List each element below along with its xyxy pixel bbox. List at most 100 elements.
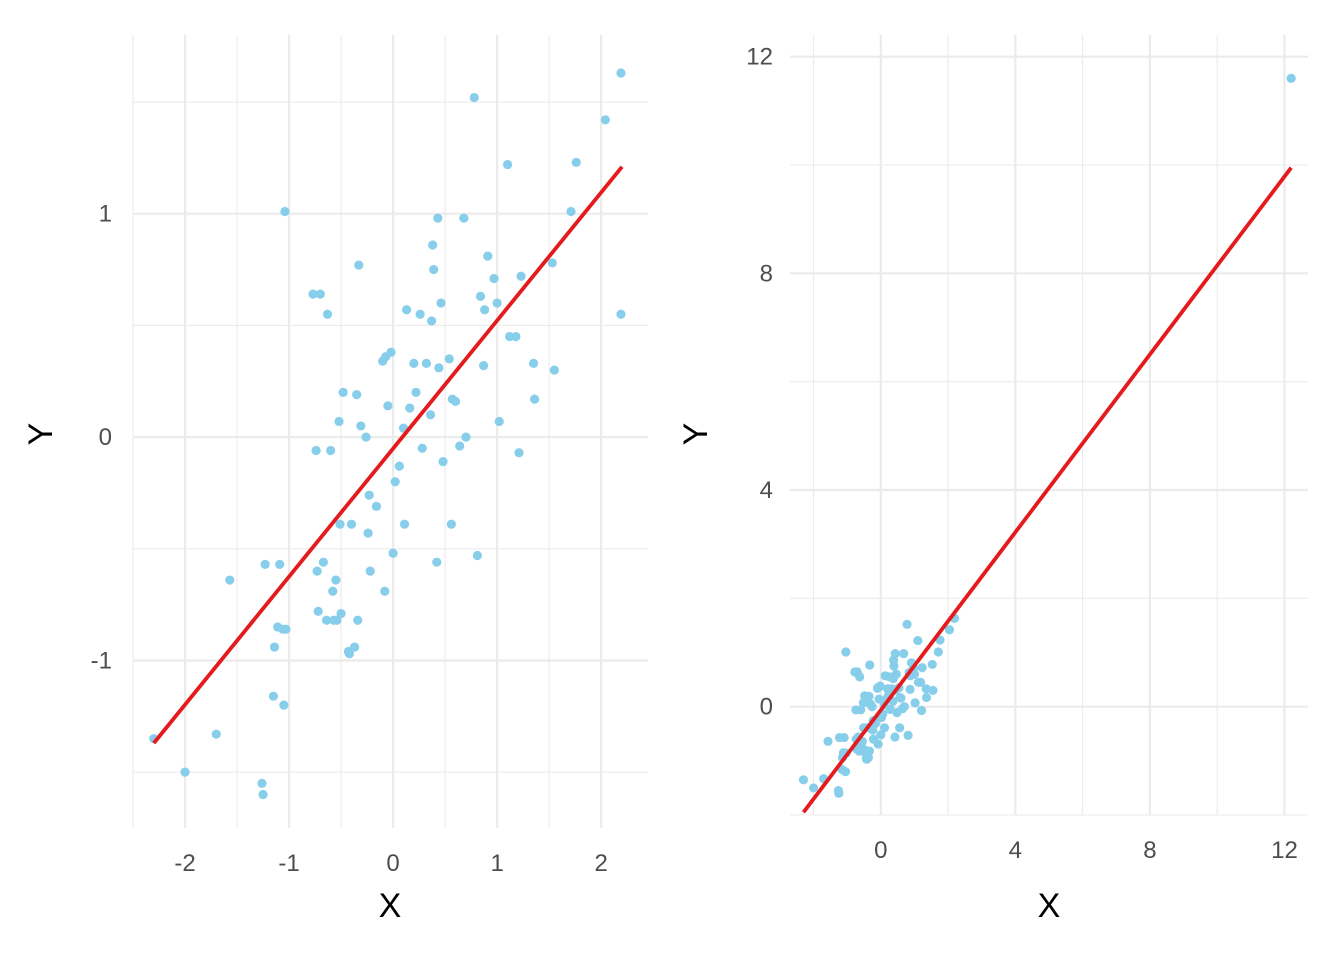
grid-lines (132, 35, 648, 828)
data-point (444, 354, 454, 364)
data-point (516, 271, 526, 281)
data-point (399, 519, 410, 529)
data-point (909, 669, 920, 679)
data-point (335, 519, 345, 529)
data-point (380, 586, 390, 596)
regression-line (152, 165, 624, 745)
data-point (475, 291, 486, 301)
data-point (455, 441, 465, 451)
y-tick-label: -1 (91, 647, 112, 674)
data-point (425, 410, 436, 420)
x-tick-label: 1 (490, 850, 503, 877)
y-tick-label: 0 (760, 694, 773, 721)
data-point (346, 519, 357, 529)
data-point (511, 331, 521, 342)
data-point (913, 635, 923, 646)
data-point (332, 615, 342, 625)
data-point (432, 557, 442, 567)
data-point (257, 778, 267, 788)
data-point (902, 619, 912, 629)
data-point (363, 528, 373, 538)
data-point (616, 68, 626, 78)
data-point (225, 575, 235, 585)
data-point (353, 615, 363, 625)
data-point (502, 159, 513, 170)
y-tick-label: 1 (99, 201, 112, 228)
x-tick-label: 2 (595, 850, 608, 877)
data-point (281, 624, 291, 634)
data-point (446, 519, 456, 529)
y-tick-label: 0 (99, 424, 112, 451)
data-point (895, 723, 905, 733)
x-tick-label: 0 (386, 850, 399, 877)
x-tick-label: 0 (874, 837, 887, 864)
data-point (312, 566, 322, 576)
data-point (394, 461, 404, 471)
data-point (388, 548, 398, 558)
data-point (549, 365, 559, 375)
data-point (260, 559, 270, 570)
y-tick-label: 8 (760, 260, 773, 287)
data-point (469, 92, 479, 103)
data-point (910, 698, 920, 708)
data-point (433, 213, 443, 223)
data-point (328, 586, 338, 596)
data-point (494, 416, 504, 427)
data-point (411, 387, 421, 398)
data-point (386, 347, 396, 357)
x-tick-label: -2 (174, 850, 195, 877)
data-point (566, 206, 576, 217)
data-point (917, 663, 927, 673)
data-point (528, 358, 539, 368)
data-point (899, 648, 909, 659)
data-point (459, 213, 469, 223)
left-scatter-panel: -2 -1 0 1 2 -1 0 1 X Y (22, 35, 648, 925)
data-point (903, 730, 913, 740)
data-point (840, 767, 851, 777)
data-point (916, 705, 927, 716)
data-point (798, 775, 809, 785)
data-point (336, 608, 346, 619)
data-point (514, 448, 524, 458)
data-point (364, 490, 374, 500)
data-point (616, 309, 626, 319)
data-point (356, 421, 366, 431)
y-axis-title: Y (22, 423, 60, 446)
data-point (876, 730, 886, 740)
data-point (839, 732, 849, 743)
data-point (352, 390, 362, 400)
data-point (421, 358, 431, 368)
data-point (371, 501, 382, 511)
data-point (405, 403, 415, 413)
x-axis-title: X (1038, 887, 1061, 925)
data-point (489, 273, 499, 284)
data-point (823, 736, 833, 746)
data-point (834, 788, 844, 798)
grid-lines (790, 35, 1308, 816)
data-point (483, 251, 493, 261)
data-point (875, 681, 885, 691)
data-point (899, 702, 909, 712)
data-point (415, 309, 425, 319)
data-point (417, 443, 427, 453)
data-point (322, 309, 333, 319)
data-point (269, 642, 280, 652)
data-point (944, 625, 955, 635)
data-point (350, 642, 360, 652)
data-point (354, 260, 364, 270)
data-point (864, 691, 874, 701)
right-scatter-panel: 0 4 8 12 0 4 8 12 X Y (677, 35, 1308, 925)
data-point (409, 358, 419, 368)
data-point (492, 298, 502, 308)
data-point (315, 289, 325, 299)
data-point (896, 693, 906, 703)
data-point (428, 240, 438, 250)
data-point (438, 457, 448, 467)
data-point (338, 387, 348, 398)
data-point (858, 698, 868, 708)
x-tick-label: 4 (1009, 837, 1022, 864)
data-point (864, 746, 874, 756)
data-point (890, 648, 900, 659)
data-point (434, 363, 444, 373)
